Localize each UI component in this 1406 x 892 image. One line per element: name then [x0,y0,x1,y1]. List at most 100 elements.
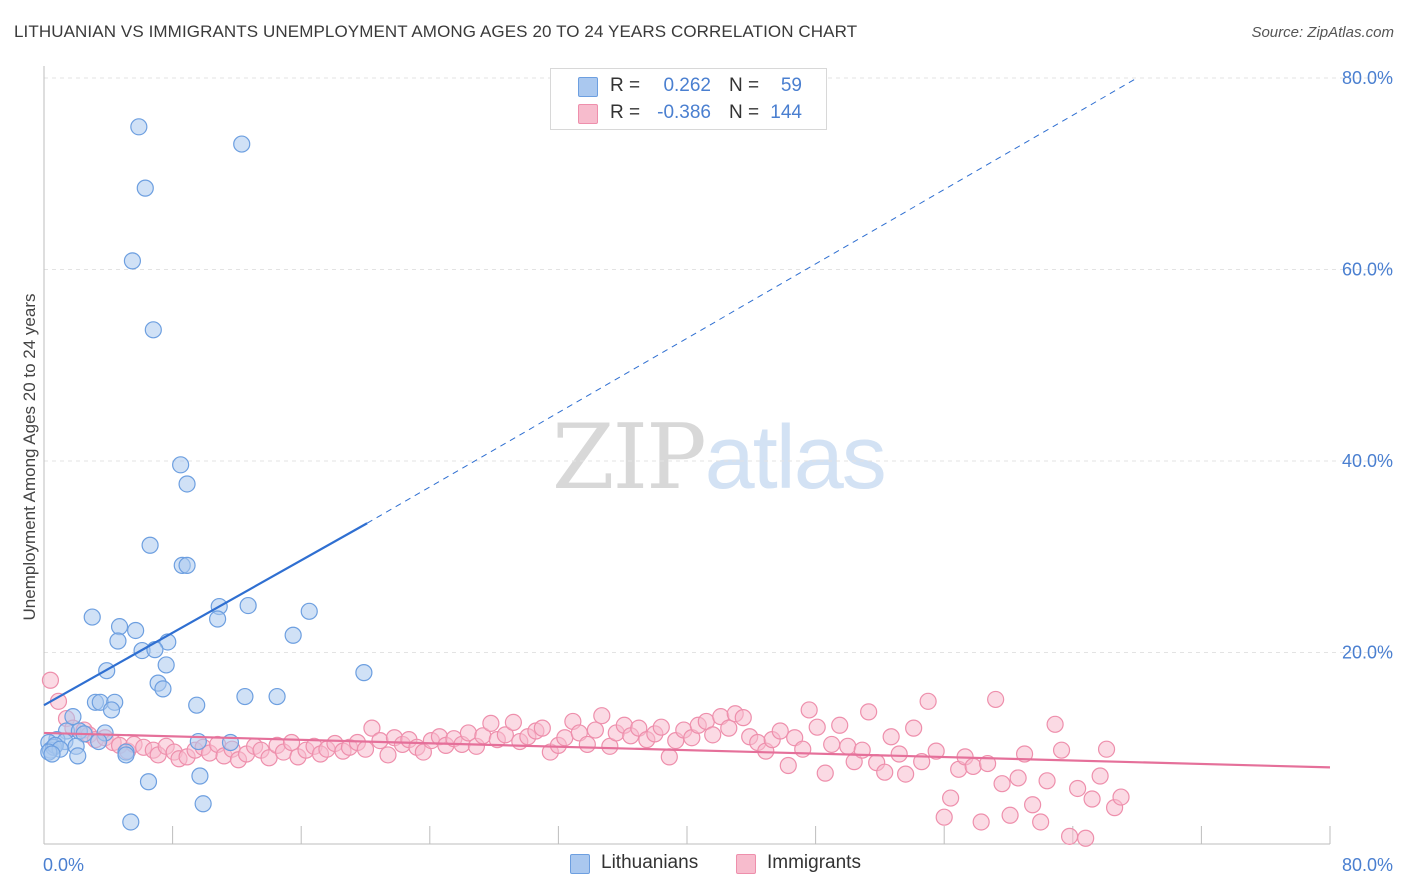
data-point [123,252,142,270]
data-point [816,764,834,782]
data-point [371,731,389,750]
data-point [90,732,108,751]
data-point [660,748,678,766]
trendline-lithuanians-extended [366,77,1138,524]
chart-title: LITHUANIAN VS IMMIGRANTS UNEMPLOYMENT AM… [14,22,858,41]
data-point [355,664,373,682]
data-point [1001,806,1019,824]
data-point [823,735,841,754]
legend-swatch-lithuanians [578,77,598,97]
data-point [578,735,596,754]
data-point [839,737,857,755]
legend-n-label: N = [729,102,760,123]
data-point [593,707,611,725]
watermark-zip: ZIP [552,405,707,510]
data-point [890,745,908,763]
data-point [876,763,894,781]
data-point [69,747,87,765]
data-point [1112,788,1130,806]
y-axis-label: Unemployment Among Ages 20 to 24 years [20,293,39,621]
data-point [1077,829,1095,847]
data-point [1091,767,1109,785]
watermark: ZIPatlas [552,405,887,510]
data-point [1069,779,1087,798]
data-point [1032,813,1050,831]
data-point [233,135,251,153]
data-point [1015,745,1034,763]
data-point [972,813,990,831]
legend-swatch-immigrants [736,854,756,874]
legend-r-value: -0.386 [657,102,711,123]
data-point [141,536,159,554]
data-point [927,742,945,760]
data-point [122,813,140,831]
legend-label-immigrants: Immigrants [767,852,861,873]
data-point [831,716,849,734]
tick-labels: 20.0% 40.0% 60.0% 80.0% 0.0% 80.0% [43,68,1393,875]
data-point [652,718,670,736]
data-point [300,602,318,620]
data-point [1009,769,1027,787]
data-point [268,687,286,706]
legend-r-label: R = [610,75,641,96]
data-point [496,726,514,744]
data-point [533,719,551,737]
data-point [556,729,574,747]
legend-swatch-immigrants [578,104,598,124]
data-point [1060,827,1079,845]
trend-lines [43,77,1331,769]
legend-swatch-lithuanians [570,854,590,874]
y-tick-label: 80.0% [1342,68,1393,88]
data-point [987,690,1005,709]
data-point [260,749,278,767]
data-point [172,456,190,474]
data-point [41,671,60,689]
data-point [284,626,302,644]
x-tick-label: 80.0% [1342,855,1393,875]
data-point [178,475,196,493]
data-point [1024,796,1042,814]
data-point [1097,740,1116,758]
data-point [157,656,175,674]
legend-n-value: 144 [770,102,802,123]
data-point [239,596,257,615]
data-point [504,713,522,731]
watermark-atlas: atlas [704,408,887,508]
legend-label-lithuanians: Lithuanians [601,852,699,873]
data-point [102,701,121,719]
data-point [109,632,127,650]
data-point [191,767,209,785]
data-point [771,722,789,740]
y-tick-label: 60.0% [1342,260,1393,280]
data-point [64,708,82,726]
data-point [1083,790,1101,808]
data-point [127,621,145,640]
data-point [942,789,960,807]
data-point [1052,741,1071,759]
data-point [188,696,206,714]
legend-n-value: 59 [780,75,802,96]
data-point [979,754,997,773]
grid-lines [44,77,1394,653]
data-point [808,718,826,736]
data-points [40,118,1130,847]
legend-r-value: 0.262 [663,75,711,96]
data-point [379,746,397,764]
y-tick-label: 20.0% [1342,643,1393,663]
data-point [144,321,162,339]
data-point [882,728,900,746]
data-point [905,719,923,737]
data-point [209,610,227,628]
data-point [919,692,937,710]
legend-r-label: R = [610,102,641,123]
data-point [282,733,301,752]
data-point [83,608,101,626]
data-point [800,701,818,719]
data-point [356,740,375,758]
data-point [1038,772,1056,790]
data-point [860,703,878,721]
data-point [720,719,738,737]
data-point [704,726,722,744]
data-point [136,179,154,197]
